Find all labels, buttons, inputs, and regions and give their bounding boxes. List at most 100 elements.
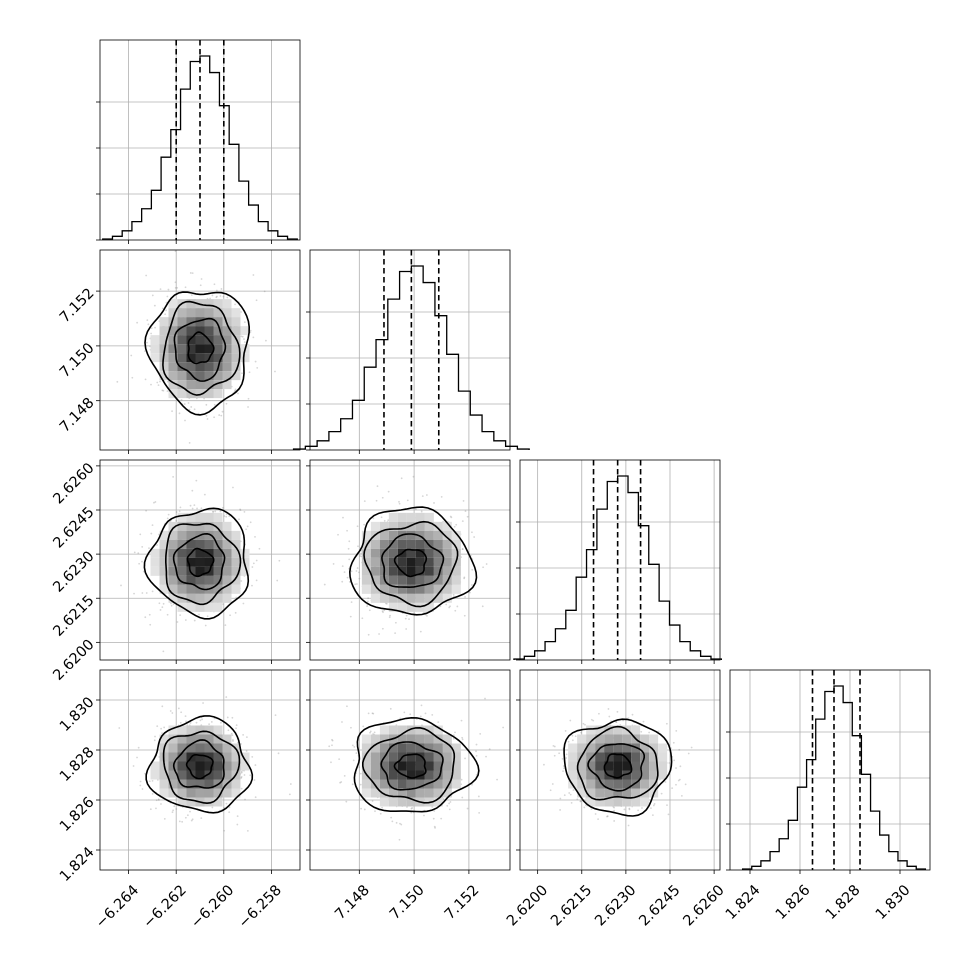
density-cell — [231, 530, 241, 540]
density-cell — [222, 362, 232, 372]
scatter-point — [185, 720, 187, 723]
density-cell — [424, 566, 434, 576]
scatter-point — [331, 738, 333, 741]
contour-level-1-0-2 — [162, 300, 241, 396]
density-cell — [370, 566, 380, 576]
density-cell — [424, 752, 434, 762]
scatter-point — [200, 507, 203, 510]
density-cell — [361, 734, 371, 744]
scatter-point — [180, 399, 183, 401]
y-tick-label-row-2-0: 2.6200 — [50, 637, 97, 684]
density-cell — [213, 299, 223, 309]
scatter-point — [225, 696, 228, 698]
scatter-point — [433, 810, 436, 812]
scatter-point — [466, 515, 469, 518]
scatter-point — [399, 822, 401, 825]
density-cell — [240, 548, 250, 558]
density-cell — [159, 335, 169, 345]
density-cell — [177, 380, 187, 390]
density-cell — [195, 557, 205, 567]
scatter-point — [421, 495, 424, 498]
scatter-point — [161, 705, 164, 708]
density-cell — [186, 371, 196, 381]
density-cell — [213, 512, 223, 522]
density-cell — [195, 539, 205, 549]
scatter-point — [191, 489, 194, 492]
scatter-point — [289, 783, 292, 785]
scatter-point — [227, 729, 230, 732]
scatter-point — [464, 595, 466, 598]
scatter-point — [352, 759, 355, 762]
density-cell — [586, 725, 596, 735]
x-tick-label-col-1-0: 7.148 — [332, 882, 373, 923]
density-cell — [186, 308, 196, 318]
density-cell — [442, 548, 452, 558]
scatter-point — [144, 616, 147, 619]
density-cell — [213, 389, 223, 399]
scatter-point — [166, 613, 169, 616]
density-cell — [222, 593, 232, 603]
scatter-point — [242, 733, 245, 736]
density-cell — [204, 557, 214, 567]
scatter-point — [226, 716, 229, 719]
density-cell — [213, 521, 223, 531]
scatter-point — [213, 416, 216, 419]
scatter-point — [440, 817, 443, 820]
scatter-point — [218, 414, 221, 416]
scatter-point — [156, 544, 158, 546]
scatter-point — [212, 510, 215, 513]
density-cell — [168, 584, 178, 594]
density-cell — [658, 743, 668, 753]
scatter-point — [675, 729, 678, 732]
density-cell — [213, 317, 223, 327]
scatter-point — [664, 781, 667, 783]
scatter-point — [277, 752, 280, 755]
scatter-point — [180, 711, 183, 714]
scatter-point — [225, 513, 228, 516]
scatter-point — [220, 288, 223, 290]
scatter-point — [453, 525, 456, 528]
density-cell — [631, 770, 641, 780]
density-cell — [186, 725, 196, 735]
scatter-point — [461, 520, 464, 523]
scatter-point — [387, 490, 390, 493]
scatter-point — [175, 519, 178, 522]
density-cell — [168, 371, 178, 381]
y-tick-label-row-3-1: 1.826 — [57, 794, 98, 835]
scatter-point — [151, 294, 154, 297]
contour-level-1-0-0 — [187, 331, 215, 365]
scatter-point — [346, 529, 348, 532]
contour-level-2-0-1 — [172, 532, 226, 591]
scatter-point — [251, 584, 253, 587]
density-cell — [595, 788, 605, 798]
scatter-point — [240, 335, 243, 338]
scatter-point — [184, 419, 186, 422]
scatter-point — [154, 735, 156, 738]
y-tick-label-row-2-4: 2.6260 — [50, 460, 97, 507]
scatter-point — [145, 341, 148, 344]
scatter-point — [464, 757, 466, 760]
density-cell — [442, 743, 452, 753]
y-tick-label-row-3-2: 1.828 — [57, 744, 98, 785]
x-tick-label-col-0-1: −6.262 — [141, 882, 190, 931]
density-cell — [222, 353, 232, 363]
density-cell — [240, 566, 250, 576]
scatter-point — [169, 710, 172, 712]
scatter-point — [239, 509, 242, 512]
scatter-point — [165, 309, 168, 312]
scatter-point — [369, 730, 372, 733]
density-cell — [613, 734, 623, 744]
scatter-point — [464, 510, 467, 513]
density-cell — [370, 761, 380, 771]
scatter-point — [405, 628, 408, 630]
scatter-point — [358, 571, 360, 574]
scatter-point — [466, 807, 469, 810]
density-cell — [231, 584, 241, 594]
scatter-point — [158, 602, 161, 605]
density-cell — [397, 575, 407, 585]
scatter-point — [146, 319, 149, 322]
scatter-point — [211, 294, 214, 297]
scatter-point — [193, 504, 196, 507]
scatter-point — [360, 807, 363, 810]
scatter-point — [247, 397, 250, 400]
